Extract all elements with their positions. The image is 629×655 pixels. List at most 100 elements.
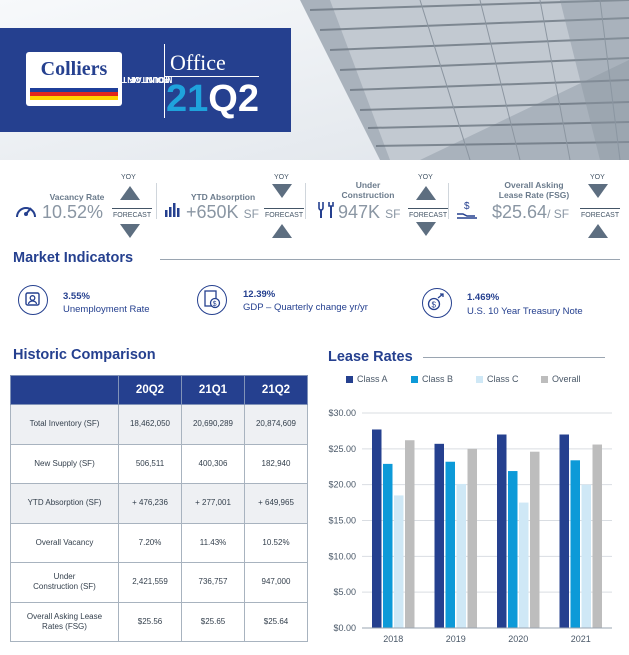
legend-label: Class A	[357, 374, 388, 384]
table-header-cell: 20Q2	[118, 375, 182, 405]
kpi-value: +650K SF	[186, 202, 259, 222]
kpi-label-line2: Lease Rate (FSG)	[498, 190, 570, 200]
table-header-cell: 21Q1	[181, 375, 245, 405]
y-tick-label: $0.00	[333, 623, 356, 633]
bar-class-a-2019	[434, 443, 444, 628]
tools-icon	[318, 202, 334, 218]
indicator-label: Unemployment Rate	[63, 304, 150, 315]
heading-rule	[423, 357, 605, 358]
x-tick-label: 2018	[383, 634, 403, 644]
kpi-value: 10.52%	[42, 202, 104, 222]
forecast-divider	[580, 208, 620, 209]
table-cell: + 476,236	[118, 483, 182, 524]
brand-divider	[164, 44, 165, 118]
legend-label: Class B	[422, 374, 454, 384]
table-cell: 947,000	[244, 562, 308, 603]
table-cell: 20,874,609	[244, 404, 308, 445]
bar-class-a-2020	[497, 434, 507, 628]
table-cell: 18,462,050	[118, 404, 182, 445]
kpi-divider	[448, 183, 449, 219]
legend-swatch	[476, 375, 483, 383]
trend-up-arrow	[272, 224, 292, 238]
trend-up-arrow	[588, 224, 608, 238]
x-tick-label: 2019	[446, 634, 466, 644]
kpi-label: Under Construction	[338, 180, 398, 200]
logo-stripe-yellow	[30, 96, 118, 100]
trend-down-arrow	[588, 184, 608, 198]
logo-wordmark: Colliers	[40, 58, 108, 80]
table-header-cell: 21Q2	[244, 375, 308, 405]
table-header-row: 20Q2 21Q1 21Q2	[10, 375, 308, 405]
legend-item-class-a: Class A	[346, 374, 388, 384]
kpi-asking-lease-rate: Overall Asking Lease Rate (FSG) $ $25.64…	[452, 170, 629, 240]
row-label: Total Inventory (SF)	[10, 404, 119, 445]
historic-comparison-heading: Historic Comparison	[13, 347, 156, 363]
bar-class-a-2021	[559, 434, 569, 628]
y-tick-label: $10.00	[328, 551, 356, 561]
table-row: Overall Asking Lease Rates (FSG) $25.56 …	[10, 601, 308, 642]
row-label-line2: Rates (FSG)	[42, 621, 87, 631]
bar-overall-2021	[592, 444, 602, 628]
trend-up-arrow	[120, 186, 140, 200]
title-underline	[164, 76, 259, 77]
bar-chart-icon	[165, 203, 180, 217]
kpi-label: YTD Absorption	[190, 192, 256, 202]
row-label-line1: Under	[53, 572, 76, 582]
kpi-label: Overall Asking Lease Rate (FSG)	[492, 180, 576, 200]
legend-item-class-c: Class C	[476, 374, 519, 384]
speedometer-icon	[16, 207, 36, 218]
table-cell: 400,306	[181, 443, 245, 484]
svg-text:$: $	[464, 201, 470, 212]
market-indicators-heading: Market Indicators	[13, 250, 134, 266]
table-cell: 11.43%	[181, 522, 245, 563]
forecast-divider	[408, 208, 448, 209]
row-label: Overall Asking Lease Rates (FSG)	[10, 601, 119, 642]
table-cell: $25.56	[118, 601, 182, 642]
y-tick-label: $5.00	[333, 587, 356, 597]
row-label: YTD Absorption (SF)	[10, 483, 119, 524]
yoy-label: YOY	[590, 174, 605, 181]
table-cell: 182,940	[244, 443, 308, 484]
table-row: Under Construction (SF) 2,421,559 736,75…	[10, 562, 308, 603]
bar-class-c-2021	[581, 484, 591, 628]
row-label-line2: Construction (SF)	[33, 582, 96, 592]
historic-table: 20Q2 21Q1 21Q2 Total Inventory (SF) 18,4…	[10, 375, 308, 642]
quarter-year: 21	[166, 78, 209, 120]
person-id-icon	[18, 285, 48, 315]
svg-text:$: $	[213, 301, 217, 308]
building-photo	[0, 0, 629, 160]
x-tick-label: 2020	[508, 634, 528, 644]
logo-stripe-blue	[30, 88, 118, 92]
bar-class-c-2020	[519, 502, 529, 628]
yoy-label: YOY	[121, 174, 136, 181]
forecast-divider	[264, 208, 304, 209]
table-cell: 2,421,559	[118, 562, 182, 603]
colliers-logo[interactable]: Colliers	[26, 52, 122, 106]
property-type: Office	[170, 50, 226, 75]
table-row: Total Inventory (SF) 18,462,050 20,690,2…	[10, 404, 308, 445]
bar-class-b-2019	[445, 461, 455, 628]
table-row: YTD Absorption (SF) + 476,236 + 277,001 …	[10, 483, 308, 524]
row-label: Overall Vacancy	[10, 522, 119, 563]
y-tick-label: $25.00	[328, 444, 356, 454]
yoy-label: YOY	[274, 174, 289, 181]
legend-item-overall: Overall	[541, 374, 581, 384]
forecast-label: FORECAST	[265, 212, 304, 219]
y-tick-label: $20.00	[328, 480, 356, 490]
kpi-label-line1: Overall Asking	[504, 180, 564, 190]
kpi-label: Vacancy Rate	[49, 192, 105, 202]
forecast-label: FORECAST	[409, 212, 448, 219]
trend-down-arrow	[416, 222, 436, 236]
kpi-divider	[156, 183, 157, 219]
quarter-number: Q2	[208, 78, 259, 120]
bar-class-c-2018	[394, 495, 404, 628]
bar-overall-2020	[530, 451, 540, 628]
table-header-cell	[10, 375, 119, 405]
trend-up-arrow	[416, 186, 436, 200]
forecast-divider	[112, 208, 152, 209]
table-cell: 506,511	[118, 443, 182, 484]
row-label: Under Construction (SF)	[10, 562, 119, 603]
yoy-label: YOY	[418, 174, 433, 181]
bar-class-b-2021	[570, 460, 580, 628]
y-tick-label: $15.00	[328, 516, 356, 526]
